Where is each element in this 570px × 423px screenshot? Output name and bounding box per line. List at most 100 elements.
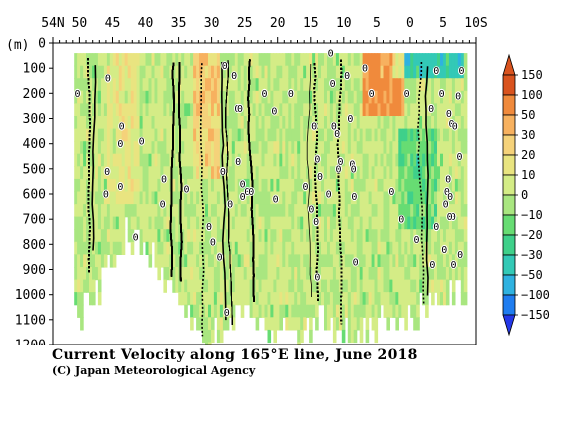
field-cell: [136, 166, 141, 180]
colorbar-label: −10: [521, 208, 543, 222]
field-cell: [368, 166, 373, 180]
field-cell: [86, 241, 90, 255]
field-cell: [374, 267, 379, 281]
field-cell: [77, 216, 81, 230]
field-cell: [97, 65, 102, 79]
field-cell: [202, 254, 206, 268]
field-cell: [291, 90, 295, 104]
field-cell: [389, 216, 393, 230]
field-cell: [83, 178, 87, 193]
field-cell: [279, 304, 283, 318]
field-cell: [425, 292, 429, 306]
field-cell: [219, 241, 224, 255]
field-cell: [109, 204, 114, 218]
field-cell: [246, 141, 251, 155]
field-cell: [416, 254, 420, 268]
zero-label: 0: [343, 71, 351, 82]
field-cell: [211, 128, 215, 142]
field-cell: [440, 103, 444, 117]
field-cell: [208, 342, 212, 345]
field-cell: [294, 279, 298, 293]
x-axis-latitude: 54N 50 45 40 35 30 25 20 15 10 5 0 5 10S: [41, 16, 488, 43]
field-cell: [344, 304, 349, 318]
field-cell: [338, 216, 343, 230]
field-cell: [440, 178, 444, 193]
field-cell: [386, 279, 390, 293]
field-cell: [160, 166, 164, 180]
field-cell: [118, 229, 123, 243]
field-cell: [443, 153, 447, 167]
zero-label: 0: [261, 88, 268, 100]
field-cell: [437, 267, 441, 281]
zero-label-text: 0: [351, 164, 357, 175]
field-cell: [448, 166, 453, 180]
field-cell: [457, 128, 462, 142]
field-cell: [341, 267, 346, 281]
field-cell: [187, 90, 191, 104]
field-cell: [228, 166, 233, 180]
field-cell: [193, 90, 197, 104]
field-cell: [264, 304, 269, 318]
field-cell: [413, 292, 417, 306]
zero-label: 0: [350, 192, 358, 203]
field-cell: [413, 204, 417, 218]
field-cell: [276, 317, 280, 331]
zero-label: 0: [413, 234, 420, 246]
field-cell: [285, 78, 289, 92]
field-cell: [445, 128, 450, 142]
field-cell: [273, 292, 277, 306]
field-cell: [341, 292, 346, 306]
field-cell: [416, 53, 420, 67]
field-cell: [249, 304, 254, 318]
field-cell: [454, 53, 459, 67]
field-cell: [377, 304, 382, 318]
field-cell: [282, 153, 286, 167]
field-cell: [169, 53, 173, 67]
field-cell: [181, 292, 185, 306]
field-cell: [139, 78, 144, 92]
field-cell: [222, 141, 227, 155]
field-cell: [151, 229, 156, 243]
field-cell: [392, 229, 396, 243]
field-cell: [291, 216, 295, 230]
field-cell: [398, 90, 402, 104]
zero-label-bg: [74, 88, 81, 98]
field-cell: [297, 279, 301, 293]
field-cell: [213, 204, 218, 218]
field-cell: [196, 204, 200, 218]
field-cell: [416, 178, 420, 193]
field-cell: [359, 53, 364, 67]
field-cell: [231, 279, 236, 293]
zero-label-text: 0: [271, 107, 277, 118]
contour-line: [91, 65, 97, 251]
field-cell: [211, 229, 215, 243]
field-cell: [139, 241, 144, 255]
field-cell: [237, 53, 242, 67]
field-cell: [83, 166, 87, 180]
y-tick-label: 0: [38, 37, 46, 52]
field-cell: [309, 216, 313, 230]
zero-label-bg: [432, 222, 440, 232]
field-cell: [142, 216, 147, 230]
field-cell: [100, 166, 105, 180]
field-cell: [344, 204, 349, 218]
field-cell: [312, 65, 316, 79]
field-cell: [184, 78, 188, 92]
field-cell: [374, 292, 379, 306]
field-cell: [329, 166, 334, 180]
field-cell: [225, 65, 230, 79]
field-cell: [324, 116, 328, 130]
colorbar-label: 30: [521, 128, 535, 142]
field-cell: [184, 216, 188, 230]
field-cell: [291, 304, 295, 318]
field-cell: [463, 65, 468, 79]
field-cell: [166, 90, 170, 104]
field-cell: [83, 229, 87, 243]
field-cell: [258, 191, 263, 205]
field-cell: [300, 141, 304, 155]
field-cell: [249, 267, 254, 281]
field-cell: [392, 90, 396, 104]
field-cell: [404, 317, 408, 331]
field-cell: [288, 317, 292, 331]
field-cell: [362, 153, 367, 167]
